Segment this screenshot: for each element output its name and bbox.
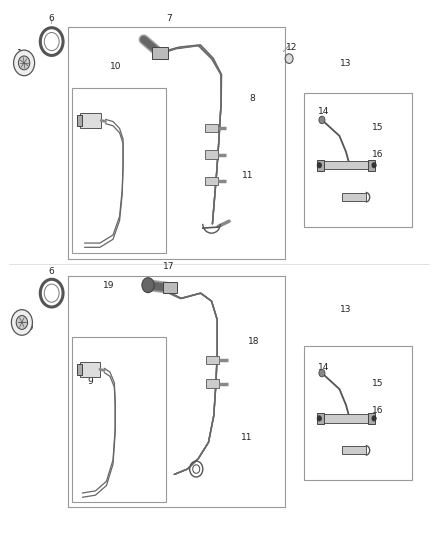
Text: 13: 13 [340, 60, 352, 68]
Bar [320, 161, 371, 169]
Bar [205, 124, 218, 132]
Circle shape [372, 163, 376, 168]
Bar [317, 160, 324, 171]
Circle shape [44, 33, 59, 51]
Text: 15: 15 [372, 124, 383, 132]
Circle shape [11, 310, 32, 335]
Text: 7: 7 [166, 14, 172, 23]
Bar [68, 27, 285, 259]
Circle shape [317, 416, 321, 421]
Circle shape [319, 369, 325, 377]
Bar [304, 346, 412, 480]
Bar [80, 362, 100, 377]
Bar [342, 446, 366, 454]
Bar [72, 88, 166, 253]
Circle shape [317, 163, 321, 168]
Bar [163, 282, 177, 293]
Text: 1: 1 [17, 49, 23, 58]
Text: 17: 17 [163, 262, 174, 271]
Text: 11: 11 [242, 172, 253, 180]
Bar [152, 47, 168, 59]
Bar [72, 337, 166, 502]
Circle shape [16, 316, 28, 329]
Bar [77, 364, 82, 375]
Text: 6: 6 [49, 14, 55, 23]
Circle shape [142, 278, 154, 293]
Bar [68, 276, 285, 507]
Text: 15: 15 [372, 379, 383, 388]
Text: 16: 16 [372, 150, 383, 159]
Text: 19: 19 [103, 281, 114, 289]
Bar [206, 379, 219, 388]
Text: 9: 9 [87, 377, 93, 385]
Text: 12: 12 [286, 44, 297, 52]
Bar [206, 356, 219, 364]
Bar [205, 150, 218, 159]
Bar [368, 413, 375, 424]
Text: 9: 9 [87, 118, 93, 127]
Text: 6: 6 [49, 268, 55, 276]
Circle shape [14, 50, 35, 76]
Bar [80, 113, 101, 128]
Circle shape [18, 56, 30, 70]
Text: 20: 20 [22, 324, 33, 332]
Text: 11: 11 [241, 433, 252, 441]
Bar [77, 115, 82, 126]
Text: 16: 16 [372, 406, 383, 415]
Bar [320, 414, 371, 423]
Bar [368, 160, 375, 171]
Text: 14: 14 [318, 108, 330, 116]
Circle shape [44, 284, 59, 302]
Bar [317, 413, 324, 424]
Text: 18: 18 [248, 337, 260, 345]
Bar [205, 177, 218, 185]
Text: 10: 10 [110, 62, 122, 71]
Circle shape [372, 416, 376, 421]
Circle shape [285, 54, 293, 63]
Text: 13: 13 [340, 305, 352, 313]
Bar [342, 193, 366, 201]
Text: 8: 8 [249, 94, 255, 103]
Bar [304, 93, 412, 227]
Text: 14: 14 [318, 364, 330, 372]
Circle shape [319, 116, 325, 124]
